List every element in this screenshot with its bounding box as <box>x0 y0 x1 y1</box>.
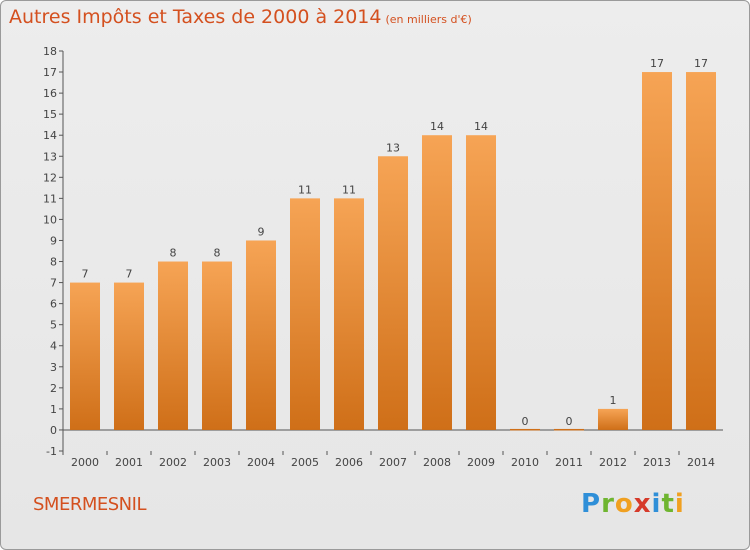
bar <box>642 72 672 430</box>
bar-value-label: 9 <box>258 225 265 238</box>
logo-letter: i <box>651 489 662 519</box>
proxiti-logo: Proxiti <box>581 489 685 519</box>
logo-letter: P <box>581 489 602 519</box>
x-tick-label: 2008 <box>423 456 451 469</box>
x-tick-label: 2013 <box>643 456 671 469</box>
x-tick-label: 2006 <box>335 456 363 469</box>
y-tick-label: 12 <box>43 171 57 184</box>
chart-title: Autres Impôts et Taxes de 2000 à 2014 (en… <box>9 6 472 28</box>
bar-value-label: 8 <box>170 247 177 260</box>
bar <box>686 72 716 430</box>
bar-value-label: 11 <box>342 183 356 196</box>
bar-value-label: 14 <box>474 120 488 133</box>
bar-value-label: 8 <box>214 247 221 260</box>
y-tick-label: 16 <box>43 87 57 100</box>
y-tick-label: 2 <box>50 382 57 395</box>
bar <box>554 428 584 431</box>
y-tick-label: 4 <box>50 340 57 353</box>
bar-value-label: 17 <box>694 57 708 70</box>
bar-value-label: 13 <box>386 141 400 154</box>
y-tick-label: 5 <box>50 319 57 332</box>
chart-title-main: Autres Impôts et Taxes de 2000 à 2014 <box>9 6 382 28</box>
bar-value-label: 14 <box>430 120 444 133</box>
y-tick-label: 11 <box>43 192 57 205</box>
logo-letter: r <box>601 489 615 519</box>
y-tick-label: 6 <box>50 298 57 311</box>
bar <box>70 282 100 430</box>
y-tick-label: 10 <box>43 213 57 226</box>
y-tick-label: 13 <box>43 150 57 163</box>
y-tick-label: 8 <box>50 256 57 269</box>
x-tick-label: 2007 <box>379 456 407 469</box>
bar <box>202 261 232 430</box>
commune-name: SMERMESNIL <box>33 494 146 515</box>
x-tick-label: 2000 <box>71 456 99 469</box>
y-tick-label: 17 <box>43 66 57 79</box>
y-tick-label: 15 <box>43 108 57 121</box>
x-tick-label: 2009 <box>467 456 495 469</box>
bar <box>598 408 628 430</box>
y-tick-label: 14 <box>43 129 57 142</box>
bar-value-label: 17 <box>650 57 664 70</box>
bar-value-label: 11 <box>298 183 312 196</box>
x-tick-label: 2011 <box>555 456 583 469</box>
x-tick-label: 2005 <box>291 456 319 469</box>
bar-value-label: 0 <box>522 415 529 428</box>
bar <box>290 198 320 430</box>
y-tick-label: 0 <box>50 424 57 437</box>
x-tick-label: 2001 <box>115 456 143 469</box>
x-tick-label: 2010 <box>511 456 539 469</box>
bar <box>334 198 364 430</box>
bars: 7 7 8 8 9 11 11 13 14 14 0 0 1 17 17 <box>70 57 716 431</box>
y-tick-label: 18 <box>43 45 57 58</box>
bar-value-label: 7 <box>82 268 89 281</box>
bar-value-label: 1 <box>610 394 617 407</box>
x-tick-label: 2003 <box>203 456 231 469</box>
logo-letter: o <box>614 489 634 519</box>
y-tick-label: 1 <box>50 403 57 416</box>
bar <box>510 428 540 431</box>
bar <box>246 240 276 430</box>
x-tick-label: 2014 <box>687 456 715 469</box>
bar-value-label: 0 <box>566 415 573 428</box>
y-tick-label: 7 <box>50 277 57 290</box>
bar <box>466 135 496 430</box>
bar <box>422 135 452 430</box>
y-tick-label: -1 <box>46 445 57 458</box>
bar-value-label: 7 <box>126 268 133 281</box>
bar <box>378 156 408 430</box>
bar <box>158 261 188 430</box>
y-tick-label: 3 <box>50 361 57 374</box>
y-tick-label: 9 <box>50 234 57 247</box>
logo-letter: i <box>674 489 685 519</box>
logo-letter: t <box>661 489 675 519</box>
bar <box>114 282 144 430</box>
logo-letter: x <box>633 489 652 519</box>
x-tick-label: 2002 <box>159 456 187 469</box>
x-tick-label: 2012 <box>599 456 627 469</box>
x-tick-label: 2004 <box>247 456 275 469</box>
chart-title-unit: (en milliers d'€) <box>385 13 472 26</box>
